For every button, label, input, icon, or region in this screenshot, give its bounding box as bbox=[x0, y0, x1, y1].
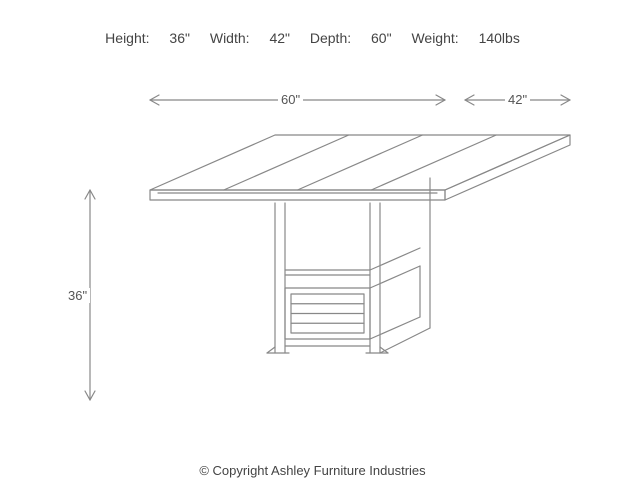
dim-width-label: 42" bbox=[505, 92, 530, 107]
spec-height-label: Height: bbox=[105, 30, 149, 46]
spec-weight-value: 140lbs bbox=[479, 30, 520, 46]
copyright-text: © Copyright Ashley Furniture Industries bbox=[0, 463, 625, 478]
drawing-svg bbox=[50, 60, 590, 440]
spec-depth-label: Depth: bbox=[310, 30, 351, 46]
spec-height-value: 36" bbox=[169, 30, 190, 46]
spec-width-value: 42" bbox=[269, 30, 290, 46]
spec-row: Height: 36" Width: 42" Depth: 60" Weight… bbox=[0, 30, 625, 46]
spec-width-label: Width: bbox=[210, 30, 250, 46]
dim-height-label: 36" bbox=[65, 288, 90, 303]
spec-depth-value: 60" bbox=[371, 30, 392, 46]
spec-weight-label: Weight: bbox=[411, 30, 458, 46]
furniture-diagram: 60" 42" 36" bbox=[50, 60, 590, 440]
dim-depth-label: 60" bbox=[278, 92, 303, 107]
